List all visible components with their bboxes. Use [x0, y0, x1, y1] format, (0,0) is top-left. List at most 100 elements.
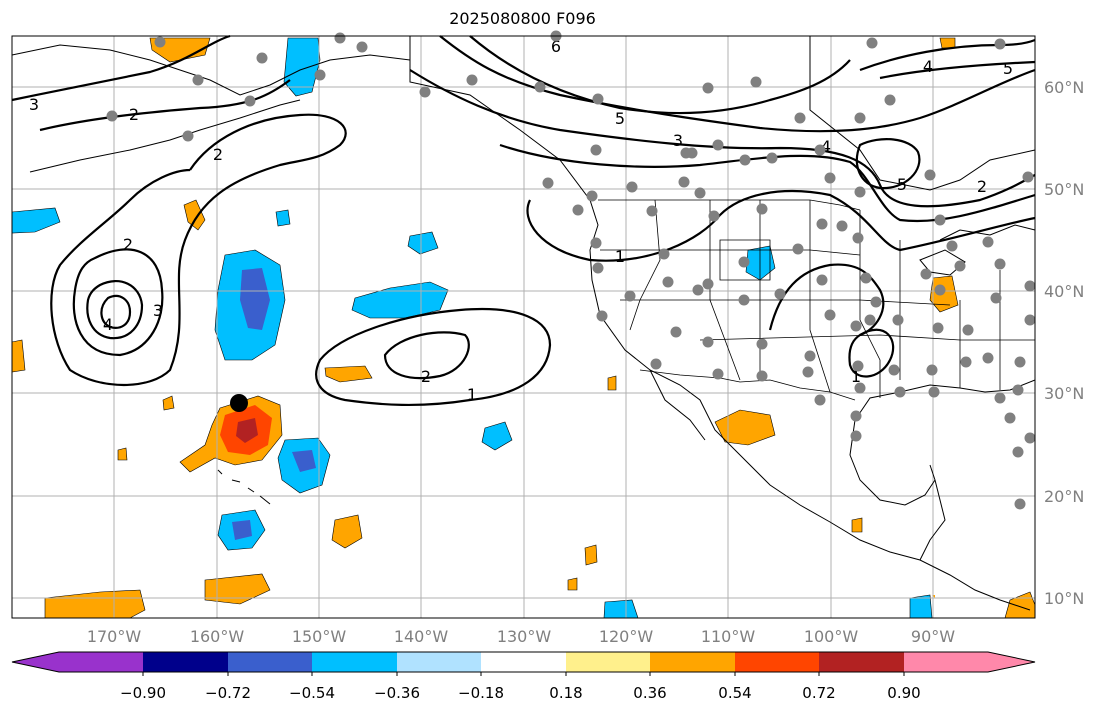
- lat-label: 60°N: [1044, 78, 1084, 97]
- station-dot: [1014, 498, 1026, 510]
- contour-label: 5: [615, 109, 625, 128]
- contour-label: 1: [615, 247, 625, 266]
- station-dot: [702, 278, 714, 290]
- colorbar-tick-label: −0.18: [458, 684, 504, 702]
- station-dot: [816, 218, 828, 230]
- station-dot: [106, 110, 118, 122]
- anomaly-region: [117, 447, 128, 461]
- colorbar-over-arrow: [988, 652, 1035, 672]
- contour-label-group: 3 2 2 2 4 3 6 5 3 4 1 2 1 5 2 5 4 1: [29, 37, 1013, 404]
- station-dot: [590, 144, 602, 156]
- contour-label: 6: [551, 37, 561, 56]
- colorbar-outline: [11, 651, 1036, 673]
- station-dot: [542, 177, 554, 189]
- colorbar-segment: [312, 652, 397, 672]
- station-dot: [982, 352, 994, 364]
- anomaly-region: [607, 375, 617, 391]
- station-dot: [756, 370, 768, 382]
- station-dot: [932, 322, 944, 334]
- map-title: 2025080800 F096: [449, 9, 596, 28]
- lon-label: 110°W: [701, 627, 756, 646]
- anomaly-region: [851, 517, 863, 533]
- storm-position-marker: [230, 394, 248, 412]
- station-dot: [814, 394, 826, 406]
- station-dot: [994, 258, 1006, 270]
- station-dot: [994, 392, 1006, 404]
- colorbar-tick-label: 0.36: [633, 684, 666, 702]
- station-dot: [624, 290, 636, 302]
- station-dot: [670, 326, 682, 338]
- lon-label: 100°W: [804, 627, 859, 646]
- station-dot: [816, 274, 828, 286]
- station-dot: [792, 243, 804, 255]
- station-dot: [592, 93, 604, 105]
- colorbar-segment: [650, 652, 735, 672]
- anomaly-region: [204, 573, 271, 605]
- station-dot: [774, 288, 786, 300]
- station-dot: [924, 169, 936, 181]
- colorbar-under-arrow: [12, 652, 59, 672]
- station-dot: [192, 74, 204, 86]
- anomaly-region: [331, 514, 363, 549]
- anomaly-region: [407, 231, 439, 255]
- colorbar-tick-label: 0.90: [887, 684, 920, 702]
- colorbar-segment: [904, 652, 988, 672]
- colorbar-tick-label: 0.54: [718, 684, 751, 702]
- contour-label: 4: [923, 57, 933, 76]
- colorbar-tick-label: −0.72: [205, 684, 251, 702]
- colorbar: [11, 651, 1036, 676]
- station-dot: [662, 276, 674, 288]
- station-dot: [994, 38, 1006, 50]
- station-dot: [864, 314, 876, 326]
- lat-label: 40°N: [1044, 282, 1084, 301]
- lat-label: 20°N: [1044, 487, 1084, 506]
- station-dot: [658, 248, 670, 260]
- colorbar-tick-label: −0.54: [289, 684, 335, 702]
- station-dot: [702, 336, 714, 348]
- anomaly-fill-regions: [11, 37, 1036, 619]
- station-dot: [1012, 446, 1024, 458]
- anomaly-region: [162, 395, 175, 411]
- station-dot: [534, 81, 546, 93]
- station-dot: [894, 386, 906, 398]
- station-dot: [934, 214, 946, 226]
- station-dot: [794, 112, 806, 124]
- anomaly-region: [745, 245, 776, 281]
- station-dot: [712, 368, 724, 380]
- station-dot: [694, 187, 706, 199]
- station-dot: [702, 82, 714, 94]
- lon-label: 170°W: [87, 627, 142, 646]
- anomaly-region: [292, 450, 316, 472]
- station-dot: [962, 324, 974, 336]
- station-dot: [1004, 412, 1016, 424]
- contour-label: 3: [153, 301, 163, 320]
- anomaly-region: [283, 37, 321, 97]
- station-dot: [854, 186, 866, 198]
- station-dot: [824, 309, 836, 321]
- station-dot: [804, 350, 816, 362]
- station-dot: [708, 210, 720, 222]
- station-dot: [314, 69, 326, 81]
- contour-label: 2: [977, 177, 987, 196]
- contour-label: 1: [467, 385, 477, 404]
- station-dot: [960, 356, 972, 368]
- lon-label: 160°W: [190, 627, 245, 646]
- anomaly-region: [584, 544, 598, 566]
- lat-label: 30°N: [1044, 384, 1084, 403]
- colorbar-tick-label: −0.36: [374, 684, 420, 702]
- station-dot: [990, 292, 1002, 304]
- station-dot: [750, 76, 762, 88]
- station-dot: [852, 232, 864, 244]
- contour-label: 4: [821, 137, 831, 156]
- station-dot: [802, 366, 814, 378]
- anomaly-region: [232, 520, 252, 540]
- anomaly-region: [240, 268, 270, 330]
- station-dot: [836, 220, 848, 232]
- station-dot: [1024, 432, 1036, 444]
- station-dot: [1012, 384, 1024, 396]
- lat-label: 10°N: [1044, 589, 1084, 608]
- lon-label: 120°W: [599, 627, 654, 646]
- station-dot: [946, 240, 958, 252]
- lon-label: 150°W: [292, 627, 347, 646]
